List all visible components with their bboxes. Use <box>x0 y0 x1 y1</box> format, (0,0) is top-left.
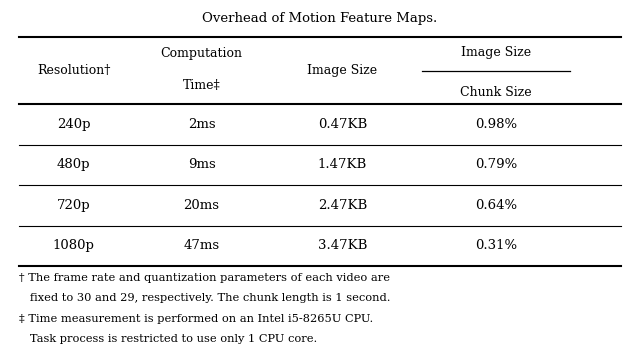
Text: 9ms: 9ms <box>188 158 216 171</box>
Text: 1080p: 1080p <box>52 239 95 252</box>
Text: 2.47KB: 2.47KB <box>318 199 367 212</box>
Text: 47ms: 47ms <box>184 239 220 252</box>
Text: Computation: Computation <box>161 47 243 61</box>
Text: ‡ Time measurement is performed on an Intel i5-8265U CPU.: ‡ Time measurement is performed on an In… <box>19 314 374 324</box>
Text: 20ms: 20ms <box>184 199 220 212</box>
Text: 0.98%: 0.98% <box>475 118 517 131</box>
Text: 2ms: 2ms <box>188 118 216 131</box>
Text: Resolution†: Resolution† <box>37 64 110 77</box>
Text: 0.31%: 0.31% <box>475 239 517 252</box>
Text: 0.64%: 0.64% <box>475 199 517 212</box>
Text: 1.47KB: 1.47KB <box>318 158 367 171</box>
Text: 240p: 240p <box>57 118 90 131</box>
Text: 3.47KB: 3.47KB <box>317 239 367 252</box>
Text: fixed to 30 and 29, respectively. The chunk length is 1 second.: fixed to 30 and 29, respectively. The ch… <box>19 293 390 303</box>
Text: Image Size: Image Size <box>461 46 531 60</box>
Text: Chunk Size: Chunk Size <box>460 86 532 99</box>
Text: 480p: 480p <box>57 158 90 171</box>
Text: 0.79%: 0.79% <box>475 158 517 171</box>
Text: 0.47KB: 0.47KB <box>318 118 367 131</box>
Text: Overhead of Motion Feature Maps.: Overhead of Motion Feature Maps. <box>202 12 438 25</box>
Text: Image Size: Image Size <box>307 64 378 77</box>
Text: Time‡: Time‡ <box>183 79 220 92</box>
Text: 720p: 720p <box>57 199 90 212</box>
Text: † The frame rate and quantization parameters of each video are: † The frame rate and quantization parame… <box>19 273 390 283</box>
Text: Task process is restricted to use only 1 CPU core.: Task process is restricted to use only 1… <box>19 334 317 344</box>
